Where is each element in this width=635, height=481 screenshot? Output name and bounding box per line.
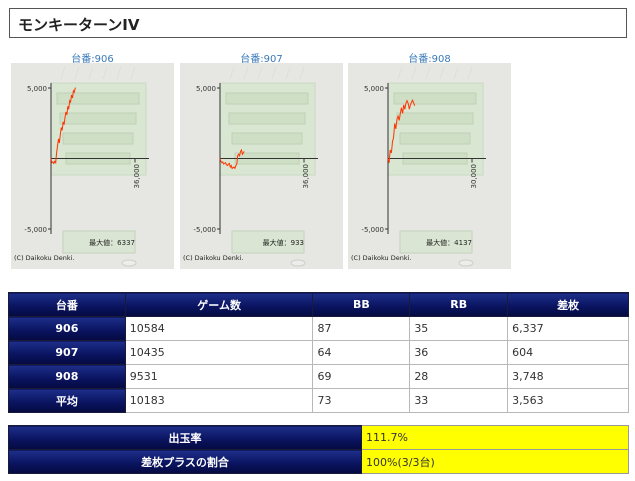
y-tick-label: 5,000 [196, 85, 216, 93]
x-axis-label: 36,000 [133, 164, 141, 189]
y-tick-label: 5,000 [364, 85, 384, 93]
cell-rb: 33 [409, 388, 509, 413]
table-header-row: 台番 ゲーム数 BB RB 差枚 [8, 292, 629, 317]
header-diff: 差枚 [507, 292, 629, 317]
row-average: 平均 [8, 388, 126, 413]
payout-rate-label: 出玉率 [8, 425, 362, 450]
table-row: 907 10435 64 36 604 [8, 340, 629, 365]
row-machine-908[interactable]: 908 [8, 364, 126, 389]
cell-bb: 87 [312, 316, 411, 341]
header-games: ゲーム数 [124, 292, 314, 317]
header-bb: BB [312, 292, 411, 317]
max-value-label: 最大値：4137 [426, 238, 472, 247]
page-title: モンキーターンIV [9, 8, 627, 38]
line-chart-907: 5,000 -5,000 36,000 最大値：933 (C) Daikoku Denk… [183, 66, 318, 267]
cell-diff: 6,337 [507, 316, 629, 341]
summary-table: 出玉率 111.7% 差枚プラスの割合 100%(3/3台) [8, 425, 629, 474]
background-illustration [387, 66, 484, 267]
graph-label[interactable]: 台番:908 [408, 54, 451, 65]
background-illustration [50, 66, 147, 267]
line-chart-908: 5,000 -5,000 30,000 最大値：4137 (C) Daikoku Den… [351, 66, 486, 267]
row-machine-906[interactable]: 906 [8, 316, 126, 341]
graph-area: 台番:906 5,000 -5,000 36,000 最大値：6337 (C) Daik… [11, 50, 511, 270]
max-value-label: 最大値：6337 [89, 238, 135, 247]
graph-label[interactable]: 台番:907 [240, 54, 283, 65]
cell-bb: 73 [312, 388, 411, 413]
cell-rb: 35 [409, 316, 509, 341]
max-value-label: 最大値：933 [263, 238, 304, 247]
graph-panel: 5,000 -5,000 30,000 最大値：4137 (C) Daikoku Den… [348, 63, 511, 269]
cell-games: 10183 [124, 388, 314, 413]
table-row: 906 10584 87 35 6,337 [8, 316, 629, 341]
series-line [387, 99, 416, 163]
y-tick-label: -5,000 [24, 226, 47, 234]
plus-ratio-value: 100%(3/3台) [361, 449, 629, 474]
graph-label[interactable]: 台番:906 [71, 54, 114, 65]
cell-diff: 604 [507, 340, 629, 365]
table-row: 908 9531 69 28 3,748 [8, 364, 629, 389]
cell-diff: 3,563 [507, 388, 629, 413]
y-tick-label: 5,000 [27, 85, 47, 93]
cell-games: 10435 [124, 340, 314, 365]
graph-907[interactable]: 台番:907 5,000 -5,000 36,000 最大値：933 (C) Daiko… [180, 50, 343, 270]
x-axis-label: 30,000 [470, 164, 478, 189]
payout-rate-value: 111.7% [361, 425, 629, 450]
copyright-text: (C) Daikoku Denki. [351, 254, 412, 262]
table-row-average: 平均 10183 73 33 3,563 [8, 388, 629, 413]
summary-row: 出玉率 111.7% [8, 425, 629, 450]
graph-panel: 5,000 -5,000 36,000 最大値：6337 (C) Daikoku Den… [11, 63, 174, 269]
line-chart-906: 5,000 -5,000 36,000 最大値：6337 (C) Daikoku Den… [14, 66, 149, 267]
graph-906[interactable]: 台番:906 5,000 -5,000 36,000 最大値：6337 (C) Daik… [11, 50, 174, 270]
series-line [219, 148, 245, 170]
x-axis-label: 36,000 [302, 164, 310, 189]
header-machine: 台番 [8, 292, 126, 317]
summary-row: 差枚プラスの割合 100%(3/3台) [8, 449, 629, 474]
cell-rb: 36 [409, 340, 509, 365]
machine-data-table: 台番 ゲーム数 BB RB 差枚 906 10584 87 35 6,337 9… [8, 292, 629, 413]
graph-908[interactable]: 台番:908 5,000 -5,000 30,000 最大値：4137 (C) Daik… [348, 50, 511, 270]
header-rb: RB [409, 292, 509, 317]
cell-bb: 69 [312, 364, 411, 389]
cell-games: 9531 [124, 364, 314, 389]
y-tick-label: -5,000 [361, 226, 384, 234]
row-machine-907[interactable]: 907 [8, 340, 126, 365]
cell-bb: 64 [312, 340, 411, 365]
cell-diff: 3,748 [507, 364, 629, 389]
y-tick-label: -5,000 [193, 226, 216, 234]
series-line [50, 87, 76, 165]
plus-ratio-label: 差枚プラスの割合 [8, 449, 362, 474]
cell-games: 10584 [124, 316, 314, 341]
copyright-text: (C) Daikoku Denki. [14, 254, 75, 262]
cell-rb: 28 [409, 364, 509, 389]
copyright-text: (C) Daikoku Denki. [183, 254, 244, 262]
graph-panel: 5,000 -5,000 36,000 最大値：933 (C) Daikoku Denk… [180, 63, 343, 269]
